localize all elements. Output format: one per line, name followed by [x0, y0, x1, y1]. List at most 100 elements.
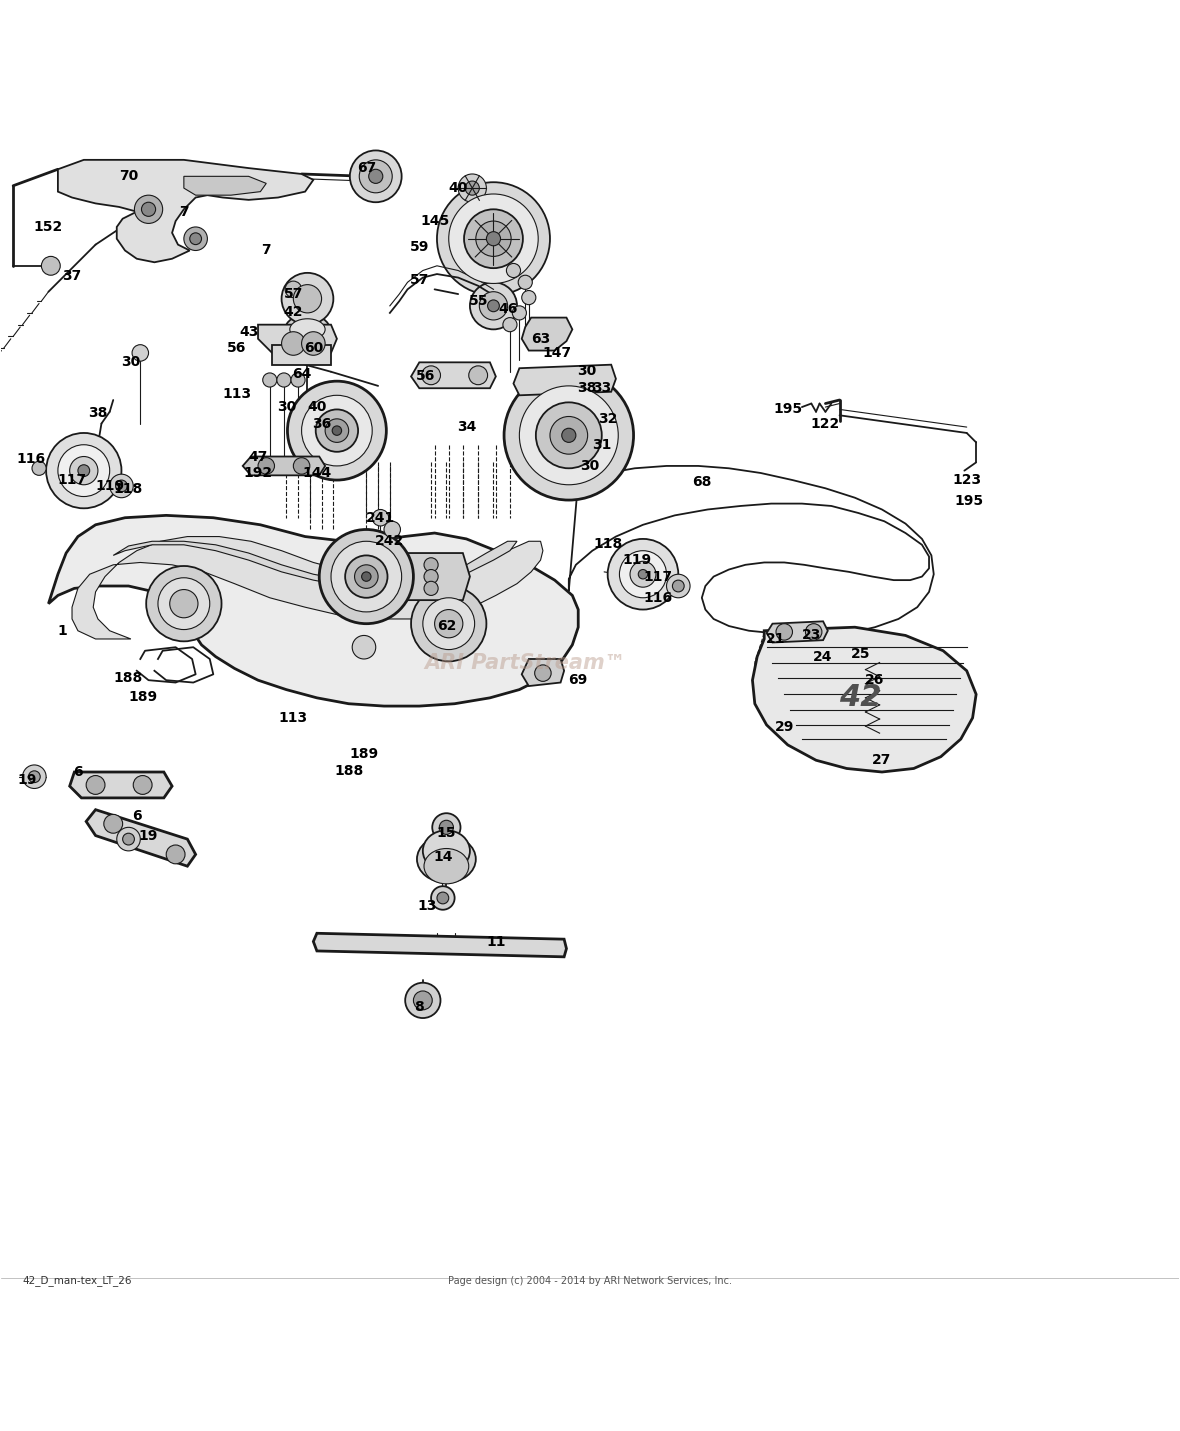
Text: 63: 63 — [531, 332, 550, 346]
Text: 7: 7 — [262, 243, 271, 258]
Circle shape — [263, 373, 277, 386]
Circle shape — [286, 280, 302, 298]
Circle shape — [58, 445, 110, 497]
Polygon shape — [753, 627, 976, 771]
Circle shape — [504, 371, 634, 499]
Text: 1: 1 — [58, 624, 67, 638]
Text: 195: 195 — [773, 402, 802, 416]
Circle shape — [411, 587, 486, 661]
Text: Page design (c) 2004 - 2014 by ARI Network Services, Inc.: Page design (c) 2004 - 2014 by ARI Netwo… — [448, 1276, 732, 1286]
Circle shape — [86, 776, 105, 794]
Text: 117: 117 — [644, 570, 673, 584]
Text: 30: 30 — [577, 363, 596, 378]
Text: 113: 113 — [278, 711, 308, 726]
Polygon shape — [513, 365, 616, 395]
Text: 59: 59 — [409, 240, 430, 253]
Circle shape — [320, 529, 413, 624]
Circle shape — [437, 182, 550, 295]
Circle shape — [349, 150, 401, 202]
Circle shape — [519, 386, 618, 485]
Text: 24: 24 — [813, 650, 833, 664]
Text: 43: 43 — [238, 325, 258, 339]
Text: 144: 144 — [302, 467, 332, 479]
Text: 42: 42 — [283, 305, 303, 319]
Circle shape — [413, 992, 432, 1010]
Circle shape — [32, 461, 46, 475]
Circle shape — [620, 551, 667, 598]
Circle shape — [479, 292, 507, 321]
Text: 67: 67 — [356, 162, 376, 175]
Text: 19: 19 — [139, 829, 158, 843]
Text: 118: 118 — [114, 482, 143, 497]
Polygon shape — [48, 515, 578, 705]
Text: 13: 13 — [418, 899, 438, 913]
Circle shape — [470, 282, 517, 329]
Circle shape — [166, 844, 185, 864]
Text: 68: 68 — [693, 475, 712, 489]
Circle shape — [70, 456, 98, 485]
Polygon shape — [184, 176, 267, 195]
Text: 19: 19 — [18, 773, 37, 787]
Circle shape — [288, 381, 386, 479]
Text: 147: 147 — [543, 346, 571, 361]
Circle shape — [476, 220, 511, 256]
Text: 11: 11 — [486, 934, 505, 949]
Text: 37: 37 — [63, 269, 81, 283]
Circle shape — [518, 275, 532, 289]
Text: 55: 55 — [468, 295, 487, 308]
Text: 30: 30 — [581, 459, 599, 472]
Circle shape — [345, 555, 387, 598]
Text: 145: 145 — [420, 215, 450, 228]
Circle shape — [422, 598, 474, 650]
Circle shape — [487, 301, 499, 312]
Circle shape — [468, 366, 487, 385]
Text: 40: 40 — [448, 182, 467, 195]
Circle shape — [405, 983, 440, 1017]
Text: 123: 123 — [952, 474, 982, 487]
Circle shape — [673, 580, 684, 592]
Text: ARI PartStream™: ARI PartStream™ — [425, 653, 627, 673]
Text: 27: 27 — [872, 753, 892, 767]
Circle shape — [437, 892, 448, 904]
Ellipse shape — [286, 315, 330, 343]
Circle shape — [291, 373, 306, 386]
Text: 46: 46 — [498, 302, 517, 316]
Text: 25: 25 — [851, 647, 871, 661]
Circle shape — [116, 479, 127, 492]
Text: 38: 38 — [577, 381, 596, 395]
Circle shape — [359, 160, 392, 193]
Circle shape — [667, 574, 690, 598]
Polygon shape — [392, 552, 470, 600]
Text: 119: 119 — [623, 554, 651, 567]
Circle shape — [104, 814, 123, 833]
Circle shape — [258, 458, 275, 474]
Text: 29: 29 — [774, 720, 794, 734]
Text: 242: 242 — [375, 534, 405, 548]
Circle shape — [458, 175, 486, 202]
Circle shape — [184, 228, 208, 250]
Text: 117: 117 — [58, 474, 86, 487]
Circle shape — [332, 541, 401, 612]
Circle shape — [431, 886, 454, 910]
Circle shape — [158, 578, 210, 630]
Text: 14: 14 — [433, 850, 453, 864]
Ellipse shape — [290, 319, 326, 341]
Polygon shape — [113, 541, 517, 588]
Text: 152: 152 — [34, 220, 63, 233]
Text: 32: 32 — [598, 412, 617, 426]
Polygon shape — [522, 318, 572, 351]
Text: 15: 15 — [437, 826, 457, 840]
Text: 8: 8 — [414, 1000, 424, 1015]
Circle shape — [146, 567, 222, 641]
Polygon shape — [258, 325, 337, 362]
Circle shape — [512, 306, 526, 321]
Circle shape — [352, 635, 375, 660]
Polygon shape — [522, 660, 564, 685]
Circle shape — [535, 665, 551, 681]
Circle shape — [448, 195, 538, 283]
Text: 40: 40 — [307, 401, 327, 414]
Text: 33: 33 — [592, 381, 611, 395]
Circle shape — [372, 509, 388, 527]
Text: 57: 57 — [283, 288, 303, 301]
Circle shape — [133, 776, 152, 794]
